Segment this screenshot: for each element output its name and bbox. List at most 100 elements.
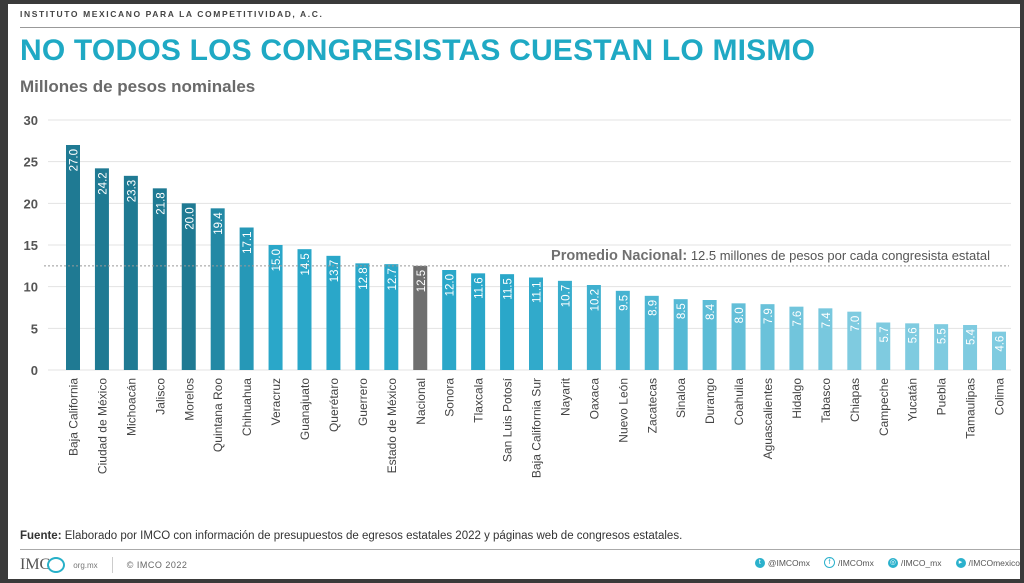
- social-instagram[interactable]: ◎/IMCO_mx: [887, 557, 942, 568]
- social-links: t @IMCOmx f/IMCOmx ◎/IMCO_mx ▸/IMCOmexico: [754, 557, 1020, 568]
- x-category-label: Colima: [993, 378, 1007, 416]
- y-tick-label: 20: [24, 196, 38, 211]
- x-category-label: Baja California: [67, 378, 81, 456]
- x-category-label: Jalisco: [153, 378, 167, 415]
- copyright: © IMCO 2022: [126, 560, 188, 570]
- bar-value-label: 11.1: [532, 282, 544, 304]
- bar-value-label: 4.6: [995, 336, 1007, 352]
- bar-value-label: 8.4: [705, 303, 717, 320]
- logo-swirl-icon: [47, 557, 66, 574]
- bar: [529, 277, 543, 370]
- bar: [760, 304, 775, 370]
- x-category-label: Hidalgo: [790, 378, 804, 419]
- bar: [876, 322, 891, 370]
- social-label: @IMCOmx: [767, 557, 810, 568]
- y-tick-label: 10: [24, 280, 38, 295]
- header-divider: [20, 27, 1020, 28]
- social-facebook[interactable]: f/IMCOmx: [824, 557, 874, 568]
- x-category-label: Oaxaca: [587, 378, 601, 420]
- source-note: Fuente: Elaborado por IMCO con informaci…: [20, 530, 682, 542]
- y-axis-ticks: 0 5 10 15 20 25 30: [24, 113, 38, 378]
- x-category-label: Nuevo León: [616, 378, 630, 443]
- bar: [239, 227, 254, 370]
- bar-value-label: 5.7: [879, 327, 891, 343]
- x-category-label: Michoacán: [124, 378, 138, 436]
- x-category-label: San Luis Potosí: [501, 377, 515, 462]
- bar: [123, 175, 138, 370]
- x-category-label: Chihuahua: [240, 378, 254, 436]
- y-tick-label: 0: [31, 363, 38, 378]
- bar-chart: 0 5 10 15 20 25 30 27.0 24.2 23.3 21.8 20.0 19.4 17.…: [24, 113, 1011, 478]
- bar-value-label: 10.2: [589, 289, 601, 311]
- bar: [557, 280, 572, 370]
- instagram-icon: ◎: [887, 557, 898, 568]
- bar-value-label: 7.4: [821, 312, 833, 329]
- bar-value-label: 5.6: [908, 327, 920, 343]
- x-category-label: Guanajuato: [298, 378, 312, 440]
- x-category-label: Yucatán: [906, 378, 920, 421]
- reference-line-group: Promedio Nacional: 12.5 millones de peso…: [44, 248, 1009, 267]
- x-category-label: Durango: [703, 378, 717, 424]
- bar: [644, 295, 659, 370]
- bar: [66, 145, 80, 370]
- imco-logo[interactable]: IMC: [20, 556, 66, 574]
- x-category-label: Morelos: [182, 378, 196, 421]
- bar: [181, 203, 196, 370]
- footer-separator: [111, 557, 113, 573]
- source-text: Elaborado por IMCO con información de pr…: [61, 530, 683, 542]
- x-category-label: Aguascalientes: [761, 378, 775, 459]
- bar: [442, 270, 457, 370]
- bar-value-label: 19.4: [213, 212, 225, 235]
- social-twitter[interactable]: t @IMCOmx: [754, 557, 810, 568]
- bar: [702, 300, 717, 370]
- bar: [586, 285, 601, 370]
- bar-value-label: 24.2: [97, 172, 109, 194]
- reference-label-text: 12.5 millones de pesos por cada congresi…: [687, 248, 990, 263]
- bar: [500, 274, 515, 370]
- social-label: /IMCOmexico: [968, 557, 1020, 568]
- bar-value-label: 15.0: [271, 249, 283, 271]
- bar-value-label: 13.7: [329, 260, 341, 282]
- social-youtube[interactable]: ▸/IMCOmexico: [955, 557, 1020, 568]
- bar-value-label: 10.7: [560, 285, 572, 307]
- y-tick-label: 30: [24, 113, 38, 128]
- x-category-label: Campeche: [877, 378, 891, 436]
- bar: [934, 324, 949, 370]
- chart-title: NO TODOS LOS CONGRESISTAS CUESTAN LO MIS…: [20, 34, 816, 67]
- logo-domain[interactable]: org.mx: [73, 560, 98, 570]
- bar-value-label: 5.5: [937, 328, 949, 344]
- y-tick-label: 25: [24, 155, 38, 170]
- bar-value-label: 14.5: [300, 253, 312, 275]
- x-category-label: Sonora: [443, 378, 457, 417]
- bar-value-label: 27.0: [69, 149, 81, 171]
- footer-divider: [20, 549, 1020, 550]
- x-category-label: Tamaulipas: [964, 378, 978, 439]
- bar-value-label: 21.8: [155, 192, 167, 214]
- bar-value-label: 7.6: [792, 311, 804, 327]
- x-category-label: Baja California Sur: [530, 378, 544, 478]
- x-category-label: Estado de México: [385, 378, 399, 474]
- bar: [615, 290, 630, 370]
- bar-value-label: 9.5: [618, 295, 630, 311]
- x-category-label: Guerrero: [356, 378, 370, 426]
- bar: [673, 299, 688, 370]
- x-category-label: Nacional: [414, 378, 428, 425]
- x-category-label: Quintana Roo: [211, 378, 225, 452]
- bar-value-label: 20.0: [184, 207, 196, 229]
- x-category-label: Chiapas: [848, 378, 862, 422]
- bar: [471, 273, 486, 370]
- logo-text: IMC: [20, 556, 51, 573]
- x-category-label: Nayarit: [558, 377, 572, 416]
- x-category-label: Ciudad de México: [95, 378, 109, 474]
- x-category-label: Puebla: [935, 378, 949, 416]
- x-category-label: Veracruz: [269, 378, 283, 425]
- bars: 27.0 24.2 23.3 21.8 20.0 19.4 17.1 15.0 14.5 13.7…: [66, 145, 1007, 370]
- bar: [152, 188, 167, 370]
- bar: [384, 264, 399, 370]
- bar: [992, 331, 1006, 370]
- bar: [905, 323, 920, 370]
- bar-value-label: 11.5: [503, 278, 515, 300]
- bar: [94, 168, 109, 370]
- bar: [789, 306, 804, 370]
- bar: [268, 245, 283, 370]
